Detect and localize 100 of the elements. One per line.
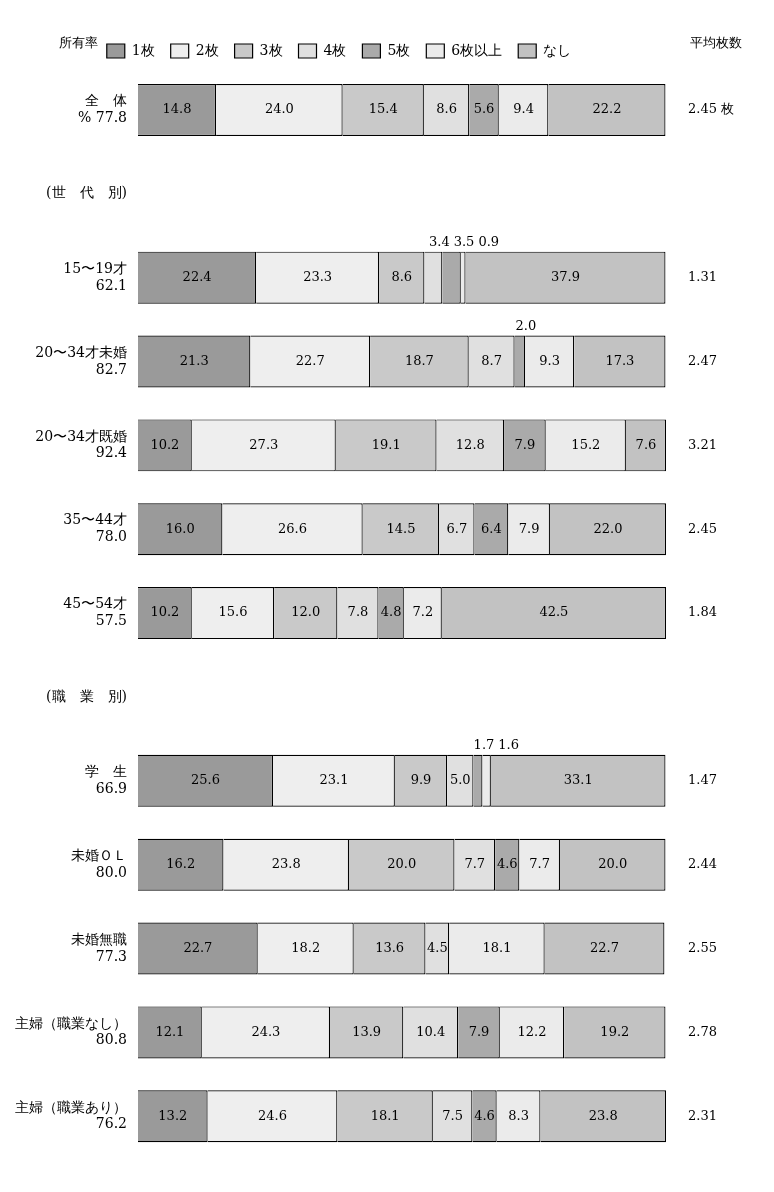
data-label: 27.3 — [249, 436, 279, 452]
text: 2.47 — [688, 352, 717, 368]
data-label: 2.0 — [515, 317, 537, 333]
data-label: 6.4 — [481, 520, 502, 536]
data-label: 25.6 — [191, 772, 220, 788]
data-label: 7.5 — [442, 1107, 463, 1123]
text: 所有率 — [58, 35, 98, 51]
data-label: 4.6 — [496, 856, 518, 872]
y-tick-label: 全 体 % 77.8 — [78, 92, 127, 125]
data-label: 14.8 — [162, 101, 192, 117]
text: 2.45 枚 — [688, 101, 735, 117]
data-label: 15.4 — [368, 101, 398, 117]
data-label: 14.5 — [386, 520, 416, 536]
data-label: 7.9 — [514, 436, 536, 452]
data-label: 23.1 — [319, 772, 349, 788]
y-tick-label: 45〜54才 57.5 — [63, 595, 127, 629]
data-label: 23.3 — [303, 269, 333, 285]
data-label: 10.4 — [416, 1023, 446, 1039]
data-label: 8.6 — [436, 101, 457, 117]
data-label: 5.6 — [473, 101, 495, 117]
data-label: 4.8 — [380, 604, 402, 620]
data-label: 6.7 — [446, 520, 468, 536]
data-label: 7.7 — [464, 856, 486, 872]
data-label: 9.4 — [513, 101, 534, 117]
data-label: 21.3 — [179, 352, 209, 368]
y-tick-label: 20〜34才未婚 82.7 — [35, 343, 127, 377]
y-tick-label: 学 生 66.9 — [85, 763, 127, 796]
text: 1.47 — [688, 772, 717, 788]
y-tick-label: 20〜34才既婚 92.4 — [35, 427, 128, 461]
data-label: 24.6 — [258, 1107, 287, 1123]
data-label: 37.9 — [551, 269, 580, 285]
data-label: 33.1 — [563, 772, 593, 788]
y-tick-label: 未婚無職 77.3 — [71, 930, 127, 964]
legend-label: なし — [543, 41, 572, 58]
legend-label: 2枚 — [195, 41, 219, 58]
data-label: 18.1 — [482, 939, 512, 955]
data-label: 7.7 — [529, 856, 551, 872]
data-label: 12.2 — [517, 1023, 547, 1039]
text: 平均枚数 — [690, 35, 742, 51]
data-label: 23.8 — [588, 1107, 618, 1123]
text: 2.55 — [688, 939, 717, 955]
data-label: 0.9 — [478, 234, 500, 250]
data-label: 1.6 — [498, 737, 519, 753]
data-label: 22.7 — [590, 939, 620, 955]
data-label: 7.9 — [518, 520, 540, 536]
y-tick-label: 主婦（職業なし） 80.8 — [15, 1014, 127, 1048]
data-label: 22.7 — [295, 352, 325, 368]
data-label: 4.6 — [474, 1107, 495, 1123]
text: 2.78 — [688, 1023, 717, 1039]
data-label: 18.7 — [404, 352, 434, 368]
data-label: 12.1 — [155, 1023, 185, 1039]
text: 2.31 — [688, 1107, 717, 1123]
data-label: 4.5 — [427, 939, 448, 955]
data-label: 13.2 — [158, 1107, 188, 1123]
legend-label: 1枚 — [131, 41, 155, 58]
text: 3.21 — [688, 436, 717, 452]
data-label: 9.3 — [539, 352, 561, 368]
data-label: 7.8 — [347, 604, 369, 620]
text: 2.44 — [688, 856, 717, 872]
data-label: 17.3 — [605, 352, 635, 368]
data-label: 26.6 — [278, 520, 308, 536]
data-label: 10.2 — [150, 604, 180, 620]
data-label: 42.5 — [539, 604, 569, 620]
data-label: 20.0 — [387, 856, 417, 872]
text: 2.45 — [688, 520, 717, 536]
data-label: 13.9 — [352, 1023, 382, 1039]
data-label: 1.7 — [473, 737, 495, 753]
data-label: 8.6 — [391, 269, 413, 285]
y-tick-label: (職 業 別) — [46, 687, 127, 704]
data-label: 24.0 — [264, 101, 294, 117]
data-label: 16.2 — [166, 856, 196, 872]
data-label: 12.0 — [291, 604, 321, 620]
data-label: 22.2 — [592, 101, 622, 117]
data-label: 22.4 — [182, 269, 212, 285]
y-tick-label: (世 代 別) — [46, 184, 127, 201]
legend-label: 5枚 — [387, 41, 411, 58]
data-label: 5.0 — [449, 772, 471, 788]
legend-label: 6枚以上 — [451, 41, 503, 58]
data-label: 8.7 — [481, 352, 503, 368]
data-label: 19.1 — [371, 436, 401, 452]
y-tick-label: 35〜44才 78.0 — [63, 511, 127, 545]
data-label: 18.2 — [291, 939, 321, 955]
data-label: 19.2 — [600, 1023, 630, 1039]
data-label: 10.2 — [150, 436, 180, 452]
data-label: 7.9 — [468, 1023, 490, 1039]
y-tick-label: 未婚ＯＬ 80.0 — [71, 846, 127, 880]
data-label: 15.6 — [218, 604, 248, 620]
data-label: 24.3 — [251, 1023, 281, 1039]
data-label: 18.1 — [370, 1107, 400, 1123]
data-label: 15.2 — [571, 436, 601, 452]
data-label: 16.0 — [165, 520, 195, 536]
data-label: 23.8 — [271, 856, 301, 872]
text: 1.31 — [688, 269, 717, 285]
data-label: 3.4 — [429, 234, 450, 250]
y-tick-label: 15〜19才 62.1 — [63, 259, 127, 293]
data-label: 9.9 — [410, 772, 432, 788]
data-label: 12.8 — [455, 436, 485, 452]
data-label: 7.6 — [635, 436, 657, 452]
data-label: 13.6 — [375, 939, 405, 955]
data-label: 20.0 — [598, 856, 628, 872]
